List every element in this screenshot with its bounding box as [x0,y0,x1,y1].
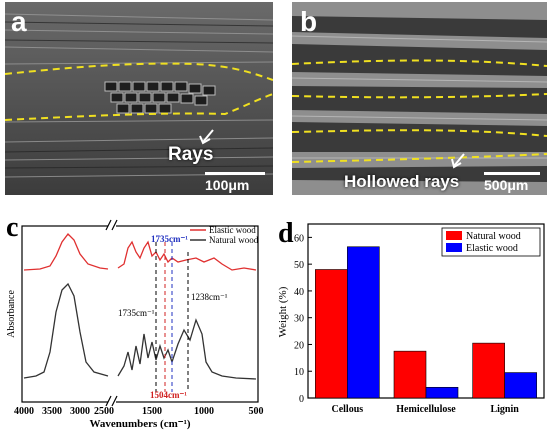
annotation-1735: 1735cm⁻¹ [118,308,155,318]
sem-texture-b [292,2,547,195]
bar-elastic-wood-lignin [504,372,537,399]
bar-series [315,246,537,399]
category-label: Hemicellulose [396,404,456,415]
panel-b-label: b [300,6,318,37]
ytick-label: 40 [294,287,304,298]
bar-elastic-wood-hemicellulose [425,386,459,399]
legend-label-natural: Natural wood [209,235,259,245]
bar-chart-svg: Weight (%) 0 10 20 30 40 50 60 Cellous Hemicell… [277,223,545,415]
sem-texture-a [5,2,273,195]
bar-ylabel: Weight (%) [277,286,289,337]
legend-swatch-elastic-wood [446,243,462,252]
scale-bar-b: 500μm [484,172,540,193]
panel-d-label: d [278,218,294,249]
elastic-wood-spectrum [23,233,257,271]
bar-natural-wood-lignin [472,342,505,399]
annotation-1457: 1735cm⁻¹ [151,234,188,244]
category-label: Lignin [490,404,519,415]
bar-elastic-wood-cellous [347,246,380,399]
hollowed-rays-annotation: Hollowed rays [344,172,460,191]
xtick-4000: 4000 [14,406,34,417]
ftir-ylabel: Absorbance [6,290,17,338]
xtick-500: 500 [249,406,264,417]
bar-natural-wood-hemicellulose [393,350,427,399]
rays-annotation: Rays [168,144,214,165]
annotation-1504: 1504cm⁻¹ [150,390,187,400]
annotation-1238: 1238cm⁻¹ [191,292,228,302]
bar-natural-wood-cellous [315,269,348,399]
legend-swatch-natural-wood [446,231,462,240]
ytick-label: 30 [294,314,304,325]
xtick-1000: 1000 [194,406,214,417]
panel-c-label: c [6,212,19,243]
legend-label-natural-wood: Natural wood [466,231,521,242]
scale-bar-a-text: 100μm [205,177,250,193]
panel-c-ftir: c 1735cm⁻¹ 1735cm⁻¹ 1238cm⁻¹ 1504cm⁻¹ El… [0,212,272,431]
panel-b-sem-image: b Hollowed rays 500μm [292,2,547,195]
xtick-3000: 3000 [70,406,90,417]
axis-break-marker [105,219,118,407]
bar-yticks: 0 10 20 30 40 50 60 [294,233,312,405]
ytick-label: 0 [299,394,304,405]
panel-a-sem-image: a Rays 100μm [5,2,273,195]
ftir-xticks: 4000 3500 3000 2500 1500 1000 500 [14,406,264,417]
ytick-label: 50 [294,260,304,271]
xtick-3500: 3500 [42,406,62,417]
ytick-label: 10 [294,367,304,378]
ray-outline-b [292,59,547,163]
ytick-label: 60 [294,233,304,244]
bar-legend: Natural wood Elastic wood [441,227,541,257]
scale-bar-a: 100μm [205,172,265,193]
panel-d-bar-chart: d Weight (%) 0 10 20 30 40 50 60 Cellous Hemice… [272,212,550,430]
category-label: Cellous [331,404,363,415]
xtick-1500: 1500 [142,406,162,417]
natural-wood-spectrum [23,282,257,380]
ftir-axes-frame [21,225,259,403]
xtick-2500: 2500 [94,406,114,417]
panel-a-label: a [11,6,27,37]
bar-categories: Cellous Hemicellulose Lignin [331,404,519,415]
ftir-legend: Elastic wood Natural wood [190,225,259,245]
legend-label-elastic-wood: Elastic wood [466,243,518,254]
ftir-plot: 1735cm⁻¹ 1735cm⁻¹ 1238cm⁻¹ 1504cm⁻¹ Elas… [6,219,264,430]
ftir-xlabel: Wavenumbers (cm⁻¹) [89,418,190,430]
legend-label-elastic: Elastic wood [209,225,256,235]
ytick-label: 20 [294,340,304,351]
scale-bar-b-text: 500μm [484,177,529,193]
ray-outline-a [5,62,273,121]
